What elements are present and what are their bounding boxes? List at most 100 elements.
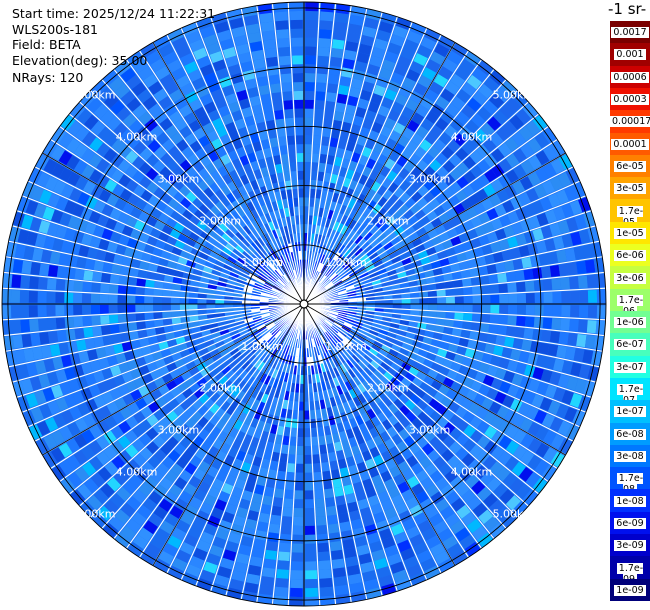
range-gate-cell <box>472 67 488 83</box>
range-gate-cell <box>458 261 469 271</box>
range-gate-cell <box>147 455 161 469</box>
range-gate-cell <box>66 438 80 453</box>
range-gate-cell <box>469 444 483 458</box>
range-gate-cell <box>377 207 387 218</box>
range-gate-cell <box>354 351 364 361</box>
range-gate-cell <box>30 333 41 346</box>
ray-separator <box>113 303 305 540</box>
range-gate-cell <box>283 274 290 283</box>
range-gate-cell <box>270 348 278 358</box>
range-gate-cell <box>275 228 282 238</box>
range-gate-cell <box>32 346 44 361</box>
range-gate-cell <box>323 320 332 328</box>
range-gate-cell <box>461 241 473 252</box>
range-gate-cell <box>211 216 222 227</box>
range-gate-cell <box>370 275 380 282</box>
range-gate-cell <box>121 371 134 383</box>
range-gate-cell <box>227 344 237 353</box>
range-gate-cell <box>449 427 463 441</box>
range-gate-cell <box>150 535 166 550</box>
range-gate-cell <box>453 244 465 254</box>
range-gate-cell <box>216 125 228 138</box>
range-gate-cell <box>510 349 521 361</box>
range-gate-cell <box>499 489 515 505</box>
range-gate-cell <box>320 235 326 245</box>
range-gate-cell <box>362 166 372 178</box>
range-gate-cell <box>454 296 464 304</box>
range-gate-cell <box>316 73 328 84</box>
range-gate-cell <box>313 261 318 271</box>
range-gate-cell <box>356 193 366 204</box>
range-gate-cell <box>207 445 219 458</box>
range-gate-cell <box>322 255 328 265</box>
range-gate-cell <box>428 253 439 263</box>
range-gate-cell <box>570 362 582 377</box>
range-gate-cell <box>121 256 133 267</box>
range-gate-cell <box>348 253 357 263</box>
range-gate-cell <box>204 261 215 269</box>
range-gate-cell <box>535 354 548 368</box>
range-gate-cell <box>160 348 172 358</box>
range-gate-cell <box>188 231 200 242</box>
range-gate-cell <box>531 394 545 408</box>
range-gate-cell <box>284 273 291 282</box>
range-gate-cell <box>103 93 119 109</box>
range-gate-cell <box>453 461 467 475</box>
range-gate-cell <box>274 488 284 499</box>
range-gate-cell <box>363 231 373 241</box>
range-gate-cell <box>410 304 420 310</box>
range-gate-cell <box>512 91 528 107</box>
range-gate-cell <box>384 117 396 130</box>
range-gate-cell <box>444 469 458 483</box>
range-gate-cell <box>118 174 131 188</box>
range-gate-cell <box>250 330 260 338</box>
range-gate-cell <box>73 159 88 175</box>
range-gate-cell <box>197 293 207 299</box>
range-gate-cell <box>392 210 403 221</box>
range-gate-cell <box>304 108 314 118</box>
range-gate-cell <box>81 362 93 375</box>
range-gate-cell <box>90 472 106 488</box>
range-gate-cell <box>138 482 153 497</box>
range-gate-cell <box>239 442 250 453</box>
ray-separator <box>256 5 305 305</box>
range-gate-cell <box>332 221 340 231</box>
range-gate-cell <box>321 190 328 200</box>
range-gate-cell <box>408 231 420 242</box>
range-gate-cell <box>328 182 336 193</box>
ray-separator <box>34 166 305 305</box>
range-gate-cell <box>293 251 297 261</box>
range-gate-cell <box>351 325 361 332</box>
range-gate-cell <box>365 264 376 272</box>
range-gate-cell <box>382 200 393 212</box>
range-gate-cell <box>414 209 426 220</box>
range-gate-cell <box>76 339 87 351</box>
range-gate-cell <box>239 98 251 110</box>
range-gate-cell <box>419 304 429 310</box>
range-gate-cell <box>144 312 154 320</box>
range-gate-cell <box>270 173 278 184</box>
range-gate-cell <box>260 363 269 374</box>
range-gate-cell <box>173 405 185 417</box>
range-gate-cell <box>170 132 184 145</box>
range-gate-cell <box>363 339 374 348</box>
range-gate-cell <box>275 163 283 174</box>
range-gate-cell <box>215 299 225 304</box>
range-gate-cell <box>52 413 67 428</box>
range-gate-cell <box>456 162 470 175</box>
range-gate-cell <box>258 3 273 15</box>
range-gate-cell <box>237 218 247 228</box>
range-gate-cell <box>373 435 384 447</box>
range-gate-cell <box>344 206 352 217</box>
range-gate-cell <box>290 337 295 347</box>
range-gate-cell <box>423 222 435 233</box>
range-gate-cell <box>419 456 432 469</box>
range-gate-cell <box>353 69 366 81</box>
range-gate-cell <box>362 26 377 38</box>
range-gate-cell <box>77 108 92 125</box>
range-gate-cell <box>357 268 368 276</box>
range-gate-cell <box>366 304 376 308</box>
range-gate-cell <box>329 532 341 543</box>
range-gate-cell <box>128 474 143 489</box>
range-gate-cell <box>259 373 268 383</box>
